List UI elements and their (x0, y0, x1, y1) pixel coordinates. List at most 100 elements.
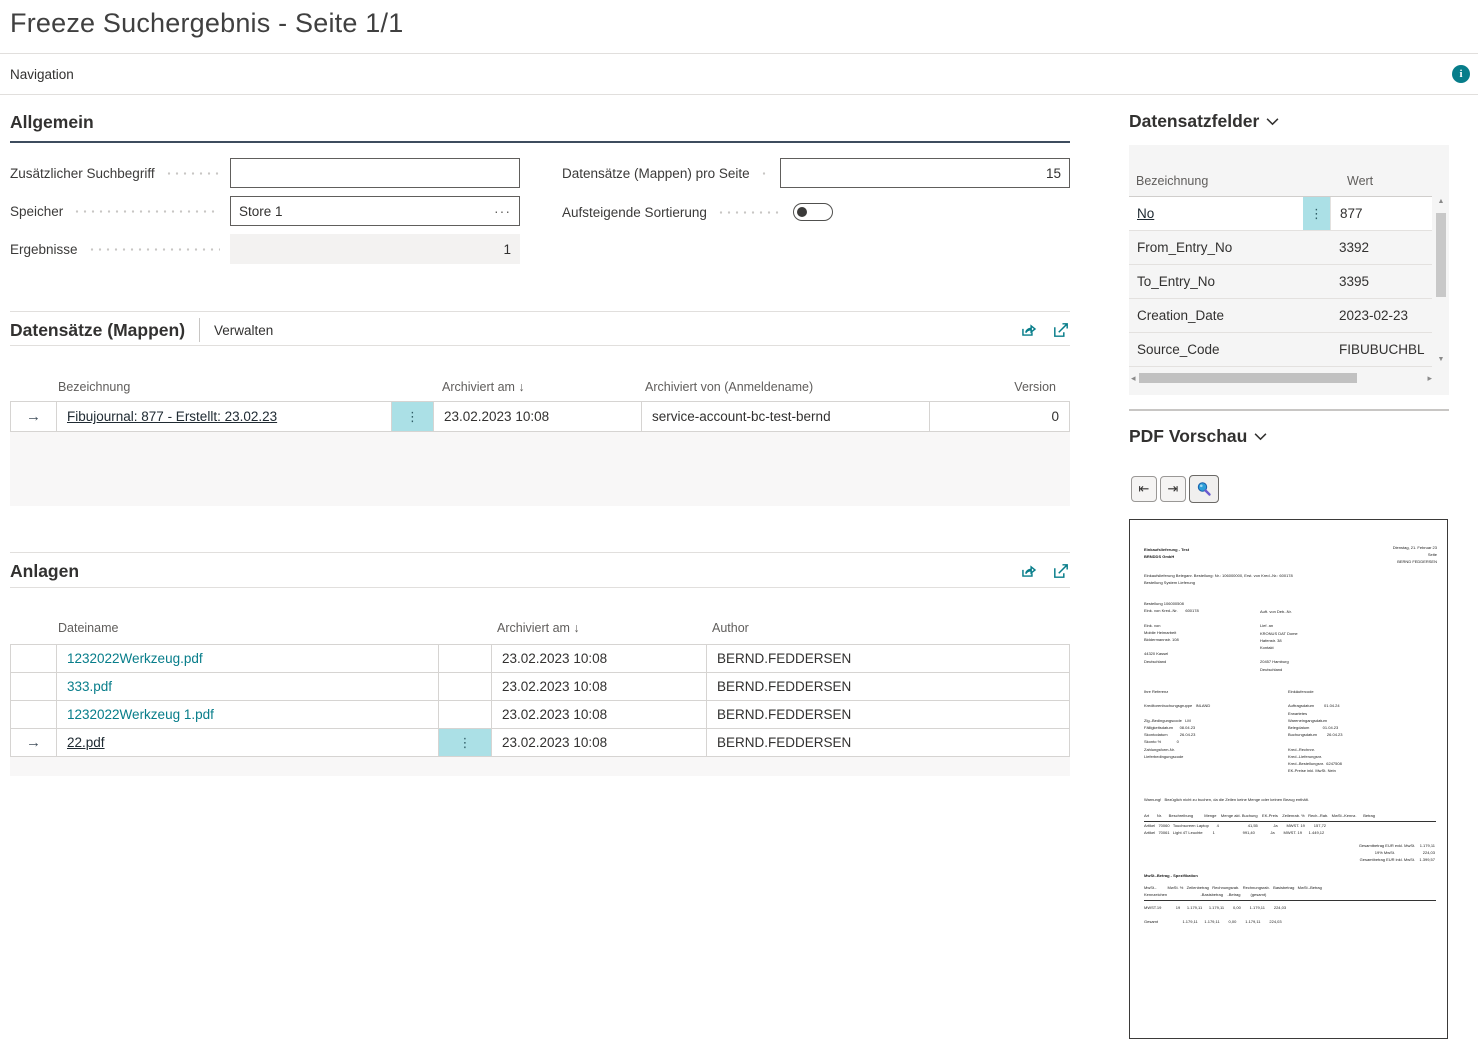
vertical-scrollbar[interactable]: ▲ ▼ (1435, 197, 1447, 367)
datensatzfelder-header[interactable]: Datensatzfelder (1129, 111, 1279, 132)
field-label-cell: Source_Code (1137, 342, 1220, 357)
col-archiviert-am[interactable]: Archiviert am ↓ (442, 380, 525, 394)
table-row[interactable]: → Fibujournal: 877 - Erstellt: 23.02.23 … (10, 401, 1070, 432)
file-link[interactable]: 333.pdf (67, 679, 113, 694)
field-row[interactable]: Creation_Date 2023-02-23 (1129, 299, 1432, 333)
page-title: Freeze Suchergebnis - Seite 1/1 (10, 8, 404, 38)
field-label-cell: No (1129, 206, 1303, 221)
row-selector[interactable] (11, 673, 56, 700)
scroll-thumb[interactable] (1138, 373, 1357, 383)
file-link[interactable]: 22.pdf (67, 735, 105, 750)
col-bezeichnung[interactable]: Bezeichnung (58, 380, 131, 394)
row-menu-cell (438, 673, 491, 700)
open-in-new-window-icon[interactable] (1052, 562, 1070, 580)
divider (10, 311, 1070, 312)
suchbegriff-input[interactable] (230, 158, 520, 188)
field-value-cell: 2023-02-23 (1339, 308, 1409, 323)
info-icon[interactable]: i (1452, 65, 1470, 83)
col-version[interactable]: Version (1014, 380, 1056, 394)
divider (1129, 409, 1449, 411)
col-dateiname[interactable]: Dateiname (58, 621, 119, 635)
field-label-cell: From_Entry_No (1137, 240, 1233, 255)
row-selector[interactable] (11, 701, 56, 728)
sort-desc-icon: ↓ (518, 380, 525, 394)
pdf-order-right: Auft. von Deb.-Nr. Lief. an KRONUS DAT Do… (1260, 609, 1298, 672)
table-row[interactable]: 333.pdf 23.02.2023 10:08 BERND.FEDDERSEN (10, 672, 1070, 700)
pdf-vat-title: MwSt.-Betrag - Spezifikation (1144, 873, 1198, 878)
suchbegriff-label: Zusätzlicher Suchbegriff (10, 165, 155, 181)
pdf-vorschau-title: PDF Vorschau (1129, 426, 1248, 446)
field-pro-seite: Datensätze (Mappen) pro Seite 15 (562, 158, 1070, 188)
kebab-menu-icon[interactable]: ⋮ (1303, 197, 1330, 230)
share-icon[interactable] (1019, 321, 1037, 339)
pro-seite-label: Datensätze (Mappen) pro Seite (562, 165, 750, 181)
author-cell: BERND.FEDDERSEN (706, 701, 1069, 728)
field-row[interactable]: Source_Code FIBUBUCHBL (1129, 333, 1432, 367)
section-allgemein-title[interactable]: Allgemein (10, 112, 1070, 143)
col-bezeichnung[interactable]: Bezeichnung (1136, 174, 1209, 188)
pdf-vat-rows: MWST.19 19 1.179,11 1.179,11 0,00 1.179,… (1144, 905, 1287, 925)
next-page-button[interactable]: ⇥ (1160, 476, 1186, 502)
author-cell: BERND.FEDDERSEN (706, 729, 1069, 756)
datensatz-link[interactable]: Fibujournal: 877 - Erstellt: 23.02.23 (67, 409, 278, 424)
field-label-cell: Creation_Date (1137, 308, 1225, 323)
field-ergebnisse: Ergebnisse 1 (10, 234, 520, 264)
scroll-left-icon[interactable]: ◂ (1131, 373, 1136, 383)
file-link[interactable]: 1232022Werkzeug.pdf (67, 651, 203, 666)
field-label-cell: To_Entry_No (1137, 274, 1216, 289)
open-in-new-window-icon[interactable] (1052, 321, 1070, 339)
archiviert-am-cell: 23.02.2023 10:08 (491, 645, 706, 672)
pdf-preview-page[interactable]: Einkaufslieferung - Test BRNDDS GmbH Dien… (1129, 519, 1448, 1039)
kebab-menu-icon[interactable]: ⋮ (439, 729, 491, 756)
share-icon[interactable] (1019, 562, 1037, 580)
bezeichnung-cell: Fibujournal: 877 - Erstellt: 23.02.23 (56, 402, 391, 431)
pdf-vorschau-header[interactable]: PDF Vorschau (1129, 426, 1267, 447)
dotted-leader (759, 158, 770, 188)
col-author[interactable]: Author (712, 621, 749, 635)
field-row-selected[interactable]: No ⋮ 877 (1129, 197, 1432, 231)
dotted-leader (716, 197, 783, 227)
kebab-menu-icon[interactable]: ⋮ (392, 402, 433, 431)
dotted-leader (73, 196, 220, 226)
field-link[interactable]: No (1137, 206, 1155, 221)
horizontal-scrollbar[interactable]: ◂ ▸ (1131, 371, 1432, 385)
assist-edit-button[interactable]: ··· (494, 203, 511, 219)
zoom-button[interactable] (1189, 475, 1219, 503)
field-row[interactable]: From_Entry_No 3392 (1129, 231, 1432, 265)
row-selector[interactable] (11, 645, 56, 672)
verwalten-menu[interactable]: Verwalten (214, 322, 274, 338)
section-anlagen-title[interactable]: Anlagen (10, 560, 80, 581)
field-value-cell: 3395 (1339, 274, 1370, 289)
pdf-vat-header: MwSt.- MwSt. % Zeilenbetrag Rechnungsrab… (1144, 884, 1436, 902)
row-selector[interactable]: → (26, 408, 41, 425)
pro-seite-input[interactable]: 15 (780, 158, 1070, 188)
sortierung-toggle[interactable] (792, 203, 833, 221)
scroll-right-icon[interactable]: ▸ (1427, 373, 1432, 383)
navigation-menu[interactable]: Navigation (10, 67, 74, 82)
scroll-thumb[interactable] (1436, 213, 1446, 297)
field-value-cell: 877 (1330, 197, 1432, 230)
col-wert[interactable]: Wert (1347, 174, 1374, 188)
table-row-selected[interactable]: → 22.pdf ⋮ 23.02.2023 10:08 BERND.FEDDER… (10, 728, 1070, 757)
table-row[interactable]: 1232022Werkzeug.pdf 23.02.2023 10:08 BER… (10, 644, 1070, 672)
file-link[interactable]: 1232022Werkzeug 1.pdf (67, 707, 214, 722)
section-datensaetze-title[interactable]: Datensätze (Mappen) (10, 319, 186, 340)
col-archiviert-am[interactable]: Archiviert am ↓ (497, 621, 580, 635)
scroll-down-icon[interactable]: ▼ (1437, 356, 1445, 363)
scroll-up-icon[interactable]: ▲ (1437, 198, 1445, 205)
speicher-input[interactable]: Store 1 ··· (230, 196, 520, 226)
ergebnisse-value: 1 (230, 234, 520, 264)
divider (0, 94, 1478, 95)
field-row[interactable]: To_Entry_No 3395 (1129, 265, 1432, 299)
pdf-order-left: Bestellung 106000508 Eink. von Kred.-Nr. … (1144, 601, 1199, 664)
table-row[interactable]: 1232022Werkzeug 1.pdf 23.02.2023 10:08 B… (10, 700, 1070, 728)
sortierung-label: Aufsteigende Sortierung (562, 204, 707, 220)
dateiname-cell: 22.pdf (56, 729, 438, 756)
row-selector[interactable]: → (26, 734, 41, 751)
previous-page-button[interactable]: ⇤ (1131, 476, 1157, 502)
speicher-label: Speicher (10, 203, 64, 219)
col-archiviert-von[interactable]: Archiviert von (Anmeldename) (645, 380, 814, 394)
pdf-warning: Warnung! Bezüglich nicht zu buchen, da d… (1144, 797, 1309, 802)
pdf-items-header: Art Nr. Beschreibung Menge Menge akt. Bu… (1144, 812, 1436, 823)
field-value-cell: 3392 (1339, 240, 1370, 255)
